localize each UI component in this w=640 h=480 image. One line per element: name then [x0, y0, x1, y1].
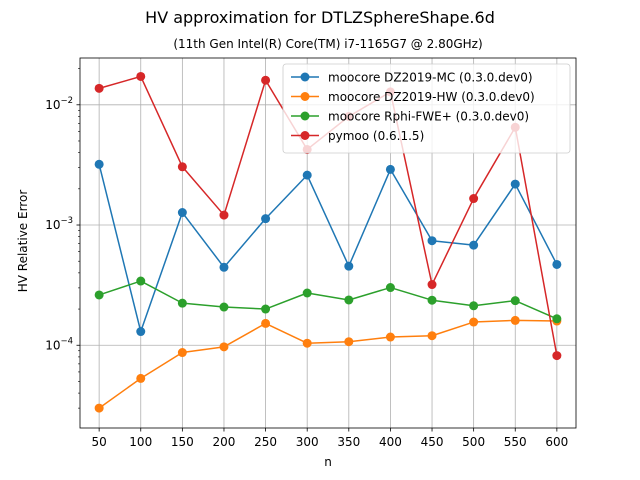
legend-marker: [300, 131, 310, 140]
legend-label: moocore Rphi-FWE+ (0.3.0.dev0): [328, 110, 529, 124]
legend-box: [282, 63, 571, 154]
series-3: [94, 276, 562, 324]
x-tick-label: 250: [254, 435, 277, 449]
series-layer: [94, 71, 562, 413]
series-1: [94, 159, 562, 337]
data-point: [136, 327, 146, 337]
legend-label: moocore DZ2019-HW (0.3.0.dev0): [328, 90, 535, 104]
data-point: [261, 318, 271, 328]
data-point: [177, 208, 187, 218]
data-point: [510, 296, 520, 306]
data-point: [94, 403, 104, 413]
data-point: [219, 210, 229, 220]
x-tick-label: 50: [92, 435, 107, 449]
data-point: [344, 261, 354, 271]
x-tick-label: 200: [213, 435, 236, 449]
legend-label: pymoo (0.6.1.5): [328, 129, 424, 143]
y-tick-label: 10−3: [45, 216, 73, 232]
data-point: [385, 283, 395, 293]
x-axis: 50 100 150 200 250 300 350 400 450 500 550 600: [92, 428, 568, 449]
data-point: [302, 170, 312, 180]
series-line: [98, 280, 558, 320]
data-point: [177, 162, 187, 172]
x-axis-label: n: [324, 455, 332, 469]
y-tick-label: 10−2: [45, 96, 73, 112]
data-point: [469, 317, 479, 327]
legend: moocore DZ2019-MC (0.3.0.dev0) moocore DZ…: [282, 63, 571, 154]
data-point: [552, 314, 562, 324]
series-line: [98, 319, 557, 409]
plot-frame: [79, 57, 577, 429]
data-point: [427, 236, 437, 246]
data-point: [261, 304, 271, 314]
series-line: [98, 164, 558, 333]
x-tick-label: 100: [129, 435, 152, 449]
data-point: [94, 159, 104, 169]
data-point: [261, 214, 271, 224]
data-point: [510, 315, 520, 325]
x-tick-label: 400: [379, 435, 402, 449]
y-tick-label: 10−4: [45, 336, 73, 352]
data-point: [177, 298, 187, 308]
data-point: [469, 301, 479, 311]
data-point: [136, 276, 146, 286]
data-point: [177, 348, 187, 358]
data-point: [219, 302, 229, 312]
legend-marker: [300, 72, 310, 82]
data-point: [219, 262, 229, 272]
data-point: [385, 164, 395, 174]
chart-title: HV approximation for DTLZSphereShape.6d: [145, 8, 495, 27]
data-point: [552, 351, 562, 361]
data-point: [427, 280, 437, 290]
chart-subtitle: (11th Gen Intel(R) Core(TM) i7-1165G7 @ …: [173, 37, 482, 51]
x-tick-label: 300: [296, 435, 319, 449]
data-point: [261, 75, 271, 85]
x-tick-label: 350: [337, 435, 360, 449]
data-point: [94, 290, 104, 300]
data-point: [510, 179, 520, 189]
x-tick-label: 450: [421, 435, 444, 449]
data-point: [427, 331, 437, 341]
data-point: [385, 332, 395, 342]
x-tick-label: 500: [462, 435, 485, 449]
data-point: [344, 295, 354, 305]
legend-marker: [300, 111, 310, 121]
data-point: [302, 338, 312, 348]
y-axis: 10−4 10−3 10−2: [45, 68, 80, 409]
data-point: [344, 337, 354, 347]
y-axis-label: HV Relative Error: [16, 190, 30, 293]
data-point: [427, 295, 437, 305]
legend-label: moocore DZ2019-MC (0.3.0.dev0): [328, 71, 533, 85]
data-point: [469, 194, 479, 204]
series-2: [94, 315, 562, 413]
data-point: [136, 71, 146, 81]
legend-marker: [300, 92, 310, 101]
data-point: [552, 259, 562, 269]
x-tick-label: 550: [504, 435, 527, 449]
x-tick-label: 150: [171, 435, 194, 449]
data-point: [469, 240, 479, 250]
data-point: [94, 83, 104, 93]
x-tick-label: 600: [545, 435, 568, 449]
data-point: [219, 342, 229, 352]
data-point: [302, 288, 312, 298]
data-point: [136, 373, 146, 383]
